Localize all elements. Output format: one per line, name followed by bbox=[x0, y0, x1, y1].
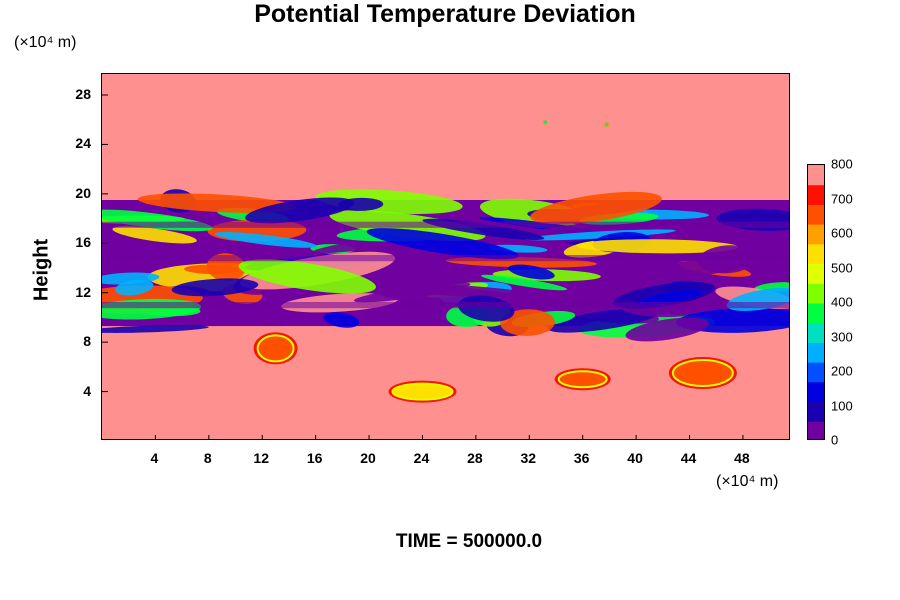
feature-blob bbox=[671, 359, 734, 388]
mixing-streak bbox=[184, 264, 240, 275]
mixing-streak bbox=[137, 193, 297, 213]
x-tick-label: 20 bbox=[360, 450, 376, 466]
mixing-streak bbox=[323, 312, 360, 328]
x-tick-label: 40 bbox=[627, 450, 643, 466]
mixing-streak bbox=[214, 232, 317, 248]
colorbar-band bbox=[808, 263, 824, 284]
colorbar-band bbox=[808, 421, 824, 439]
mixing-streak bbox=[102, 325, 209, 333]
mixing-streak bbox=[508, 264, 555, 280]
mixing-band bbox=[102, 255, 789, 262]
mixing-streak bbox=[366, 228, 519, 260]
colorbar-tick-label: 300 bbox=[831, 329, 853, 344]
mixing-streak bbox=[500, 309, 555, 336]
colorbar-tick-label: 600 bbox=[831, 225, 853, 241]
y-tick-label: 8 bbox=[83, 333, 91, 350]
x-tick-label: 36 bbox=[573, 450, 590, 466]
plot-area bbox=[101, 73, 790, 440]
x-tick-label: 32 bbox=[520, 450, 537, 466]
colorbar-tick-label: 200 bbox=[831, 363, 853, 379]
mixing-streak bbox=[635, 289, 703, 306]
y-axis-unit: (×10⁴ m) bbox=[14, 34, 77, 51]
mixing-streak bbox=[530, 191, 662, 225]
colorbar-band bbox=[808, 342, 824, 363]
colorbar bbox=[807, 164, 825, 440]
mixing-streak bbox=[112, 226, 197, 244]
x-tick-label: 8 bbox=[203, 450, 212, 466]
mixing-band bbox=[102, 301, 789, 309]
mixing-streak bbox=[245, 197, 355, 224]
colorbar-band bbox=[808, 165, 824, 186]
chart-title: Potential Temperature Deviation bbox=[254, 0, 636, 28]
y-tick-label: 28 bbox=[75, 86, 91, 102]
mixing-streak bbox=[171, 278, 259, 297]
feature-blob bbox=[256, 334, 295, 363]
y-tick-label: 24 bbox=[75, 135, 91, 152]
feature-blob bbox=[542, 119, 549, 125]
mixing-streak bbox=[576, 239, 739, 254]
colorbar-band bbox=[808, 224, 824, 245]
mixing-streak bbox=[481, 274, 568, 291]
colorbar-band bbox=[808, 184, 824, 205]
colorbar-tick-label: 100 bbox=[831, 398, 853, 413]
x-axis-unit: (×10⁴ m) bbox=[716, 473, 779, 490]
colorbar-band bbox=[808, 283, 824, 304]
mixing-streak bbox=[625, 317, 710, 342]
x-tick-label: 4 bbox=[150, 450, 159, 466]
colorbar-band bbox=[808, 204, 824, 225]
colorbar-tick-label: 400 bbox=[831, 294, 853, 310]
colorbar-scale bbox=[808, 165, 824, 439]
colorbar-band bbox=[808, 303, 824, 324]
mixing-streak bbox=[238, 259, 376, 294]
mixing-streak bbox=[115, 279, 154, 296]
mixing-streak bbox=[676, 308, 789, 333]
feature-blob bbox=[557, 370, 608, 389]
colorbar-band bbox=[808, 322, 824, 343]
colorbar-tick-label: 0 bbox=[831, 432, 839, 448]
y-tick-label: 16 bbox=[75, 234, 91, 251]
y-tick-label: 4 bbox=[83, 382, 91, 399]
colorbar-band bbox=[808, 362, 824, 383]
colorbar-band bbox=[808, 381, 824, 403]
x-tick-label: 12 bbox=[253, 450, 270, 466]
feature-blob bbox=[391, 382, 454, 401]
heatmap-field bbox=[102, 74, 789, 439]
y-tick-label: 12 bbox=[75, 283, 91, 300]
time-label: TIME = 500000.0 bbox=[395, 531, 543, 552]
x-tick-label: 44 bbox=[680, 450, 697, 466]
colorbar-band bbox=[808, 243, 824, 265]
x-tick-label: 24 bbox=[413, 450, 430, 466]
mixing-streak bbox=[524, 229, 676, 241]
colorbar-tick-label: 500 bbox=[831, 260, 853, 275]
x-tick-label: 48 bbox=[734, 450, 750, 466]
x-tick-label: 16 bbox=[306, 450, 323, 466]
colorbar-band bbox=[808, 401, 824, 422]
colorbar-tick-label: 700 bbox=[831, 191, 853, 206]
mixing-streak bbox=[547, 308, 660, 333]
feature-blob bbox=[604, 121, 610, 128]
mixing-band bbox=[102, 221, 789, 228]
y-tick-label: 20 bbox=[75, 184, 91, 201]
colorbar-tick-label: 800 bbox=[831, 156, 853, 172]
x-tick-label: 28 bbox=[467, 450, 483, 466]
